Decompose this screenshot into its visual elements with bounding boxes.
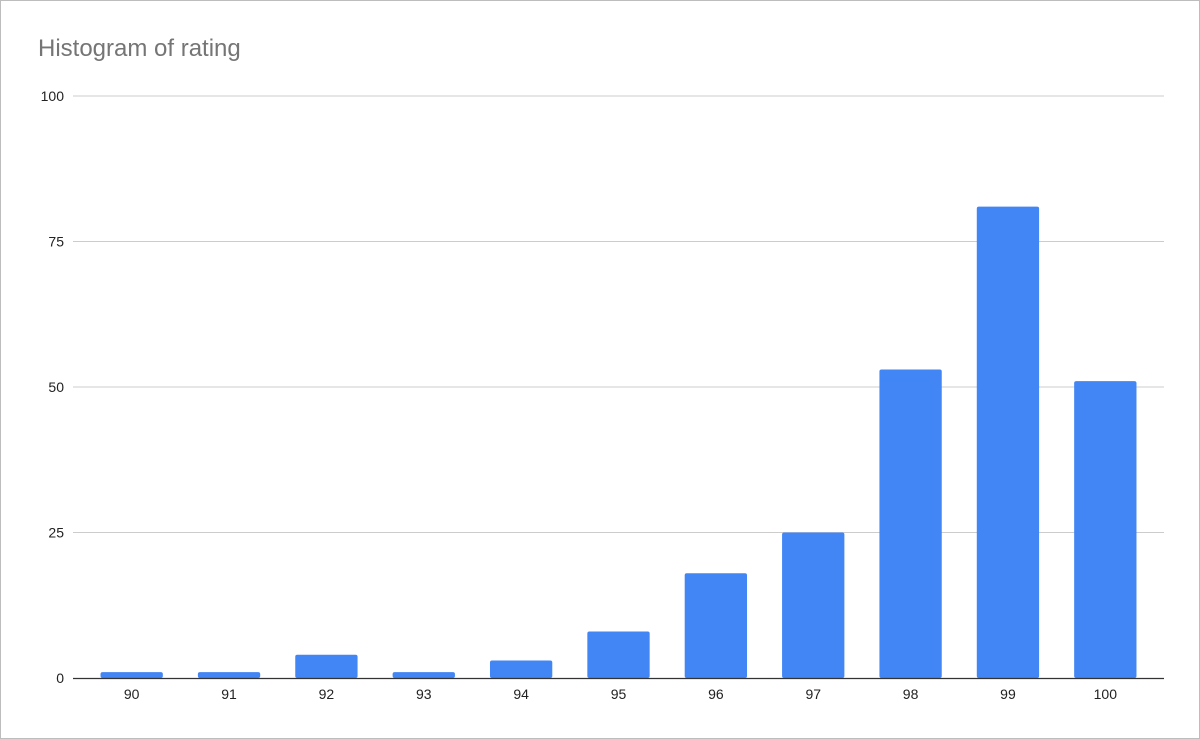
bar-97 — [782, 532, 845, 678]
y-tick-label: 75 — [48, 234, 64, 250]
x-tick-label: 90 — [124, 686, 140, 702]
bar-100 — [1074, 381, 1137, 678]
bar-99 — [976, 206, 1040, 678]
bar-95 — [587, 631, 650, 678]
bar-98 — [879, 369, 942, 678]
x-tick-label: 96 — [708, 686, 724, 702]
x-tick-label: 92 — [319, 686, 335, 702]
x-tick-label: 93 — [416, 686, 432, 702]
bar-93 — [392, 672, 455, 678]
x-tick-label: 94 — [513, 686, 529, 702]
x-tick-label: 95 — [611, 686, 627, 702]
bars — [100, 206, 1137, 678]
bar-96 — [684, 573, 748, 678]
x-axis-ticks: 90 91 92 93 94 95 96 97 98 99 100 — [124, 686, 1117, 702]
bar-94 — [489, 660, 553, 678]
chart-title: Histogram of rating — [38, 35, 241, 62]
bar-91 — [197, 672, 261, 678]
x-tick-label: 100 — [1094, 686, 1118, 702]
x-tick-label: 98 — [903, 686, 919, 702]
y-tick-label: 0 — [56, 670, 64, 686]
bar-90 — [100, 672, 163, 678]
x-tick-label: 91 — [221, 686, 237, 702]
y-tick-label: 100 — [41, 88, 65, 104]
y-axis-ticks: 0 25 50 75 100 — [41, 88, 65, 686]
x-tick-label: 97 — [805, 686, 821, 702]
y-tick-label: 25 — [48, 525, 64, 541]
bar-92 — [295, 654, 358, 678]
y-tick-label: 50 — [48, 379, 64, 395]
x-tick-label: 99 — [1000, 686, 1016, 702]
